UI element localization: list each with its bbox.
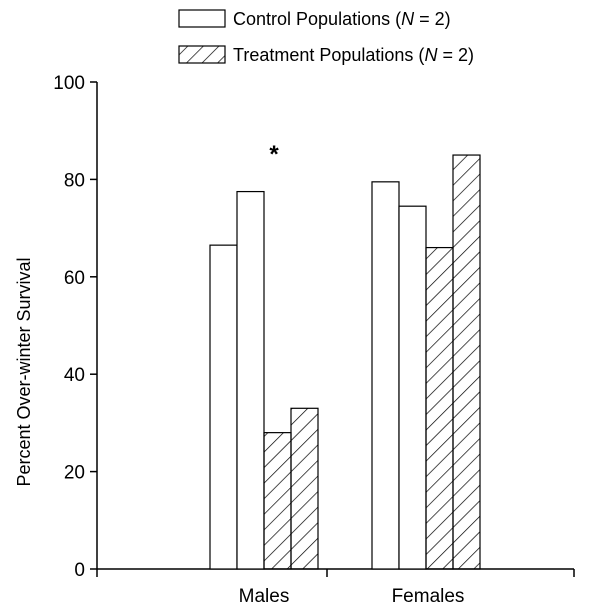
y-axis-ticks: 0 20 40 60 80 100 [53, 73, 97, 581]
legend-item-control: Control Populations (N = 2) [178, 9, 451, 29]
y-tick-label-60: 60 [64, 268, 85, 289]
bar-males-control-1 [209, 244, 238, 570]
bar-females-treatment-1 [425, 246, 454, 570]
y-axis-title: Percent Over-winter Survival [14, 257, 34, 486]
y-tick-label-40: 40 [64, 365, 85, 386]
category-label-females: Females [392, 586, 465, 607]
y-tick-label-20: 20 [64, 463, 85, 484]
bars [209, 154, 481, 570]
category-labels: Males Females [239, 586, 465, 607]
annotations: * [269, 141, 279, 168]
bar-females-treatment-2 [452, 154, 481, 570]
y-tick-label-100: 100 [53, 73, 85, 94]
bar-females-control-1 [371, 181, 400, 570]
legend-item-treatment: Treatment Populations (N = 2) [178, 45, 474, 65]
bar-males-treatment-2 [290, 407, 319, 570]
bar-males-treatment-1 [263, 432, 292, 570]
significance-asterisk: * [269, 141, 279, 168]
y-tick-label-80: 80 [64, 170, 85, 191]
legend: Control Populations (N = 2) Treatment Po… [178, 9, 474, 65]
legend-swatch-treatment [178, 45, 226, 64]
legend-label-treatment: Treatment Populations (N = 2) [233, 45, 474, 65]
legend-label-control: Control Populations (N = 2) [233, 9, 451, 29]
legend-swatch-control [178, 9, 226, 28]
bar-females-control-2 [398, 205, 427, 570]
category-label-males: Males [239, 586, 290, 607]
y-tick-label-0: 0 [74, 560, 85, 581]
bar-males-control-2 [236, 190, 265, 570]
x-axis-ticks [96, 569, 575, 577]
